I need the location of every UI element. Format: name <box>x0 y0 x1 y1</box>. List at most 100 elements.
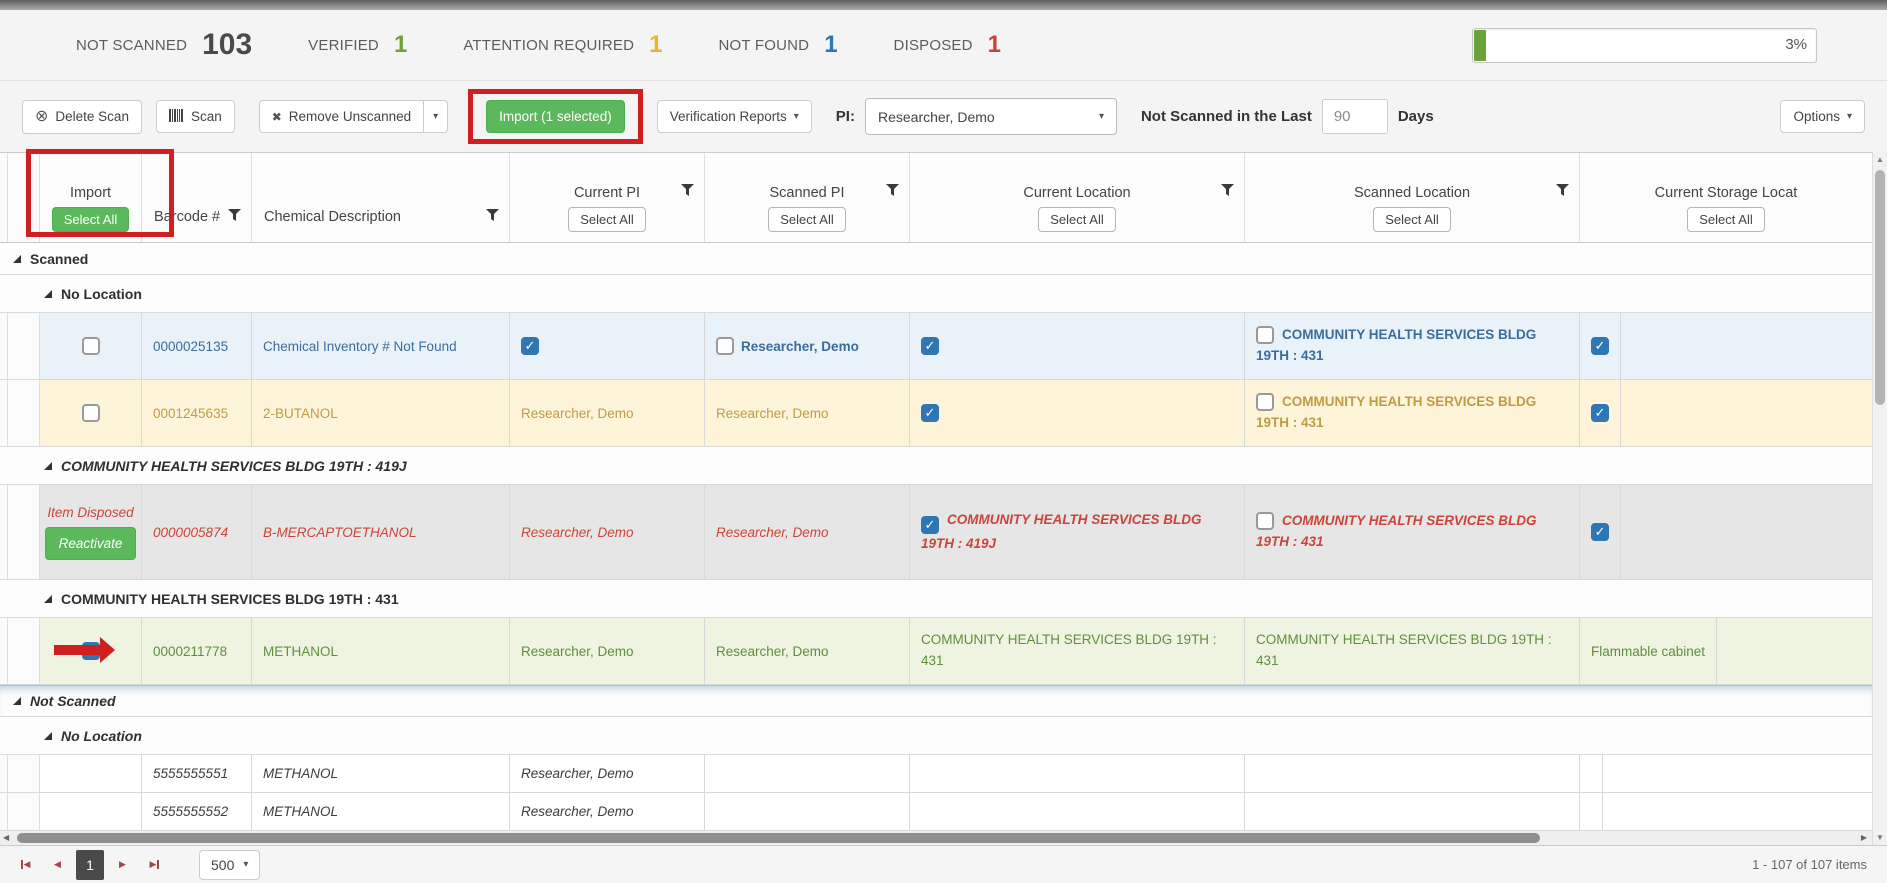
delete-scan-button[interactable]: ⊗ Delete Scan <box>22 99 142 134</box>
column-label: Current Storage Locat <box>1654 185 1798 201</box>
vertical-scrollbar-thumb[interactable] <box>1875 170 1885 405</box>
group-indent-cell <box>8 153 40 242</box>
barcode-icon <box>168 108 184 125</box>
pager-info: 1 - 107 of 107 items <box>1752 857 1867 872</box>
column-label: Barcode # <box>154 209 221 225</box>
chevron-down-icon: ▾ <box>1846 111 1852 122</box>
days-label: Days <box>1397 108 1434 125</box>
scanned-pi-select-all-button[interactable]: Select All <box>768 207 846 232</box>
current-pi-select-all-button[interactable]: Select All <box>568 207 646 232</box>
column-label: Scanned Location <box>1353 185 1471 201</box>
group-row-scanned[interactable]: Scanned <box>0 243 1872 275</box>
scroll-left-icon[interactable]: ◀ <box>3 833 10 842</box>
chevron-down-icon: ▾ <box>793 111 799 122</box>
group-indent-cell <box>8 485 40 579</box>
stat-value: 103 <box>202 28 253 61</box>
delete-scan-label: Delete Scan <box>55 109 129 124</box>
horizontal-scrollbar[interactable]: ◀ ▶ <box>0 831 1872 845</box>
current-pi-checkbox[interactable] <box>521 337 539 355</box>
column-header-current-storage-location: Current Storage Locat Select All <box>1580 153 1872 242</box>
filter-icon[interactable] <box>228 209 241 225</box>
last-page-icon: ▶ <box>149 859 157 869</box>
options-button[interactable]: Options ▾ <box>1780 100 1865 133</box>
scanned-location-cell: COMMUNITY HEALTH SERVICES BLDG 19TH : 43… <box>1256 327 1537 363</box>
barcode-cell: 0000025135 <box>142 313 252 379</box>
collapse-triangle-icon <box>44 594 52 603</box>
scanned-location-checkbox[interactable] <box>1256 326 1274 345</box>
pi-select[interactable]: Researcher, Demo ▾ <box>864 98 1117 135</box>
vertical-scrollbar[interactable]: ▲ ▼ <box>1872 152 1887 845</box>
stat-label: VERIFIED <box>308 36 379 54</box>
storage-checkbox[interactable] <box>1591 523 1609 541</box>
scanned-location-cell: COMMUNITY HEALTH SERVICES BLDG 19TH : 43… <box>1256 394 1537 430</box>
filter-icon[interactable] <box>1221 184 1234 200</box>
page-size-select[interactable]: 500 ▾ <box>199 849 261 880</box>
group-row-no-location[interactable]: No Location <box>0 717 1872 755</box>
column-label: Scanned PI <box>769 185 845 201</box>
scroll-right-icon[interactable]: ▶ <box>1860 833 1867 842</box>
filter-icon[interactable] <box>886 184 899 200</box>
column-header-scanned-pi: Scanned PI Select All <box>705 153 910 242</box>
table-row: Item Disposed Reactivate 0000005874 B-ME… <box>0 485 1872 580</box>
scroll-up-icon[interactable]: ▲ <box>1876 155 1884 164</box>
stat-not-scanned: NOT SCANNED 103 <box>76 28 252 62</box>
scanned-location-select-all-button[interactable]: Select All <box>1373 207 1451 232</box>
column-label: Import <box>69 185 112 201</box>
remove-unscanned-dropdown-toggle[interactable]: ▾ <box>424 100 449 133</box>
current-location-checkbox[interactable] <box>921 515 939 534</box>
reactivate-button[interactable]: Reactivate <box>44 526 137 560</box>
storage-cell: Flammable cabinet <box>1580 618 1718 684</box>
group-indent-cell <box>8 755 40 792</box>
chevron-down-icon: ▾ <box>1098 111 1104 122</box>
last-page-button[interactable]: ▶ <box>141 851 168 878</box>
scanned-pi-checkbox[interactable] <box>716 337 734 355</box>
filter-icon[interactable] <box>681 184 694 200</box>
scanned-location-checkbox[interactable] <box>1256 393 1274 412</box>
stat-label: ATTENTION REQUIRED <box>463 36 635 54</box>
first-page-button[interactable]: ◀ <box>12 851 39 878</box>
group-row-no-location[interactable]: No Location <box>0 275 1872 313</box>
days-input[interactable] <box>1321 99 1388 134</box>
import-selected-button[interactable]: Import (1 selected) <box>486 100 625 133</box>
group-row-not-scanned[interactable]: Not Scanned <box>0 685 1872 717</box>
next-page-button[interactable]: ▶ <box>109 851 136 878</box>
storage-checkbox[interactable] <box>1591 404 1609 422</box>
storage-checkbox[interactable] <box>1591 337 1609 355</box>
scanned-location-cell: COMMUNITY HEALTH SERVICES BLDG 19TH : 43… <box>1256 632 1552 668</box>
group-row-location-431[interactable]: COMMUNITY HEALTH SERVICES BLDG 19TH : 43… <box>0 580 1872 618</box>
group-label: Not Scanned <box>30 693 116 709</box>
scroll-down-icon[interactable]: ▼ <box>1876 833 1884 842</box>
description-cell: METHANOL <box>252 793 510 830</box>
verification-reports-button[interactable]: Verification Reports ▾ <box>656 100 812 133</box>
import-select-all-button[interactable]: Select All <box>51 207 130 232</box>
barcode-cell: 0001245635 <box>142 380 252 446</box>
stat-value: 1 <box>649 31 663 58</box>
item-disposed-label: Item Disposed <box>47 504 134 520</box>
filter-icon[interactable] <box>1556 184 1569 200</box>
window-top-strip <box>0 0 1887 10</box>
group-label: COMMUNITY HEALTH SERVICES BLDG 19TH : 43… <box>61 590 399 607</box>
storage-select-all-button[interactable]: Select All <box>1687 207 1765 232</box>
stat-label: NOT FOUND <box>718 36 810 54</box>
horizontal-scrollbar-thumb[interactable] <box>17 833 1540 843</box>
current-location-cell: COMMUNITY HEALTH SERVICES BLDG 19TH : 43… <box>921 632 1217 668</box>
import-checkbox[interactable] <box>81 337 100 355</box>
import-checkbox[interactable] <box>81 404 100 422</box>
current-location-checkbox[interactable] <box>921 404 939 422</box>
scanned-location-checkbox[interactable] <box>1256 512 1274 531</box>
current-pi-cell: Researcher, Demo <box>510 618 705 684</box>
current-location-select-all-button[interactable]: Select All <box>1038 207 1116 232</box>
stat-disposed: DISPOSED 1 <box>894 31 1001 59</box>
group-row-location-419j[interactable]: COMMUNITY HEALTH SERVICES BLDG 19TH : 41… <box>0 447 1872 485</box>
filter-icon[interactable] <box>486 209 499 225</box>
toolbar: ⊗ Delete Scan Scan ✖ Remove Unscanned ▾ … <box>0 80 1887 152</box>
scan-button[interactable]: Scan <box>155 99 235 134</box>
verification-reports-label: Verification Reports <box>669 109 787 124</box>
current-location-checkbox[interactable] <box>921 337 939 355</box>
delete-circle-icon: ⊗ <box>35 107 49 125</box>
import-checkbox[interactable] <box>81 642 100 660</box>
current-page-button[interactable]: 1 <box>76 849 104 880</box>
stat-value: 1 <box>824 31 838 58</box>
previous-page-button[interactable]: ◀ <box>44 851 71 878</box>
remove-unscanned-button[interactable]: ✖ Remove Unscanned <box>258 100 425 133</box>
